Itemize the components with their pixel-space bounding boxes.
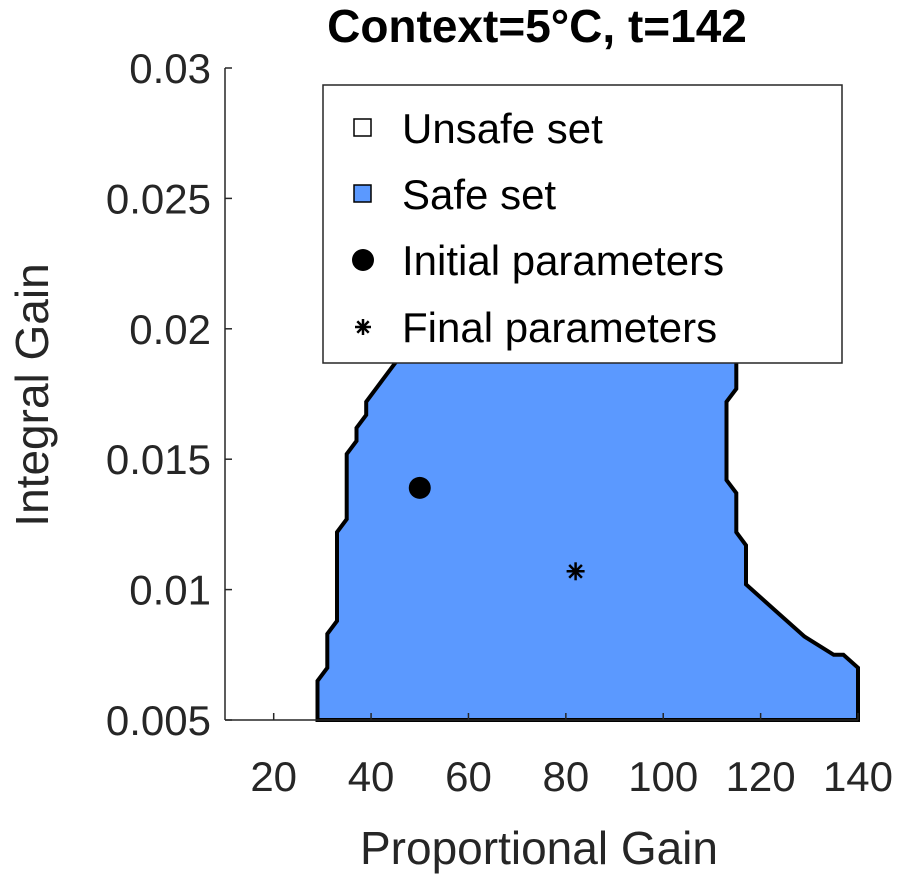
x-tick-label: 120	[726, 753, 796, 800]
legend-marker-initial-parameters	[352, 249, 374, 271]
chart-title: Context=5°C, t=142	[327, 0, 747, 52]
legend-label-safe-set: Safe set	[402, 171, 556, 218]
x-tick-label: 100	[628, 753, 698, 800]
legend-marker-final-parameters	[355, 319, 371, 335]
asterisk-stroke	[356, 320, 370, 334]
legend-box	[322, 84, 843, 364]
y-tick-label: 0.01	[129, 567, 211, 614]
y-axis-label: Integral Gain	[6, 263, 58, 526]
x-axis-label: Proportional Gain	[360, 822, 718, 874]
safe-set-region	[315, 321, 860, 722]
y-tick-label: 0.015	[106, 436, 211, 483]
initial-parameters-marker	[408, 476, 431, 499]
y-tick-label: 0.03	[129, 45, 211, 92]
y-tick-label: 0.005	[106, 697, 211, 744]
legend-marker-unsafe-set	[353, 118, 372, 137]
legend-label-final-parameters: Final parameters	[402, 304, 717, 351]
legend-label-initial-parameters: Initial parameters	[402, 237, 724, 284]
x-tick-label: 40	[348, 753, 395, 800]
final-parameters-marker	[566, 562, 585, 581]
y-ticks: 0.005 0.01 0.015 0.02 0.025 0.03	[106, 45, 232, 744]
x-tick-label: 60	[445, 753, 492, 800]
plot-area: 20 40 60 80 100 120 140 0.005 0.01 0.015 0.02 0.02…	[106, 45, 893, 800]
asterisk-stroke	[568, 564, 583, 579]
legend-label-unsafe-set: Unsafe set	[402, 105, 603, 152]
legend-marker-safe-set	[353, 184, 372, 203]
x-tick-label: 80	[542, 753, 589, 800]
x-tick-label: 20	[250, 753, 297, 800]
legend: Unsafe set Safe set Initial parameters F…	[322, 84, 843, 364]
x-ticks: 20 40 60 80 100 120 140	[250, 713, 893, 800]
y-tick-label: 0.025	[106, 175, 211, 222]
y-tick-label: 0.02	[129, 306, 211, 353]
x-tick-label: 140	[823, 753, 893, 800]
